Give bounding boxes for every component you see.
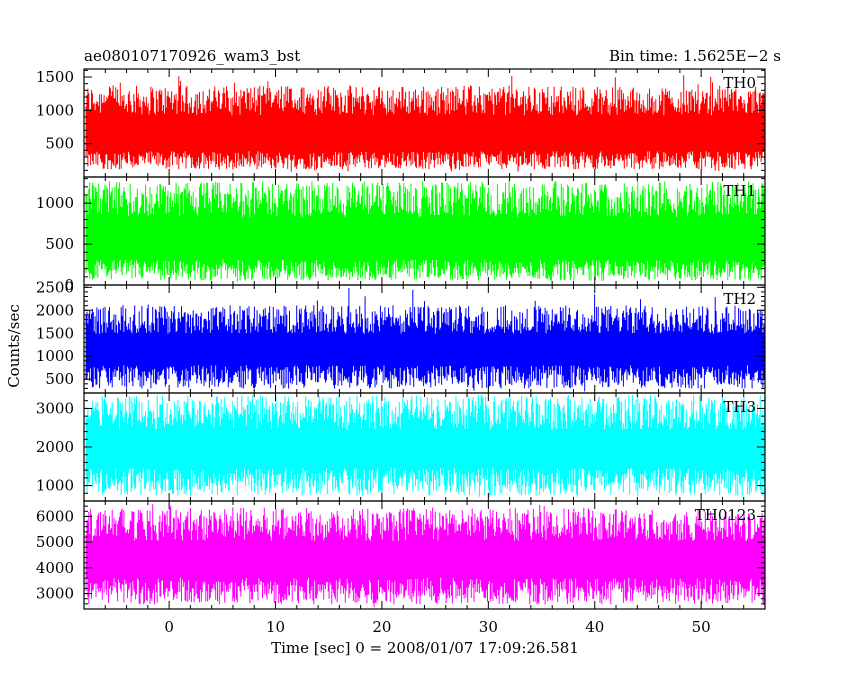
y-tick-label: 500 — [45, 235, 74, 253]
y-tick-label: 6000 — [36, 507, 74, 525]
y-tick-label: 3000 — [36, 399, 74, 417]
x-tick-label: 40 — [585, 618, 604, 636]
series-th1 — [85, 180, 766, 283]
series-th0 — [85, 75, 766, 172]
y-axis-label: Counts/sec — [5, 304, 23, 388]
y-tick-label: 1500 — [36, 324, 74, 342]
y-tick-label: 4000 — [36, 559, 74, 577]
y-tick-label: 500 — [45, 370, 74, 388]
figure-title: ae080107170926_wam3_bst — [84, 47, 300, 65]
y-tick-label: 1000 — [36, 194, 74, 212]
x-tick-label: 10 — [266, 618, 285, 636]
panel-label: TH3 — [723, 398, 756, 416]
series-th0123 — [85, 504, 766, 608]
y-tick-label: 1000 — [36, 101, 74, 119]
y-tick-label: 2500 — [36, 278, 74, 296]
panel-th0123: 3000 4000 5000 6000 TH0123 0 10 20 30 40 50 — [36, 500, 766, 636]
series-th2 — [85, 288, 766, 392]
x-tick-label: 30 — [479, 618, 498, 636]
series-th3 — [85, 395, 766, 498]
x-tick-label: 0 — [164, 618, 174, 636]
panel-th0: 500 1000 1500 TH0 — [36, 68, 766, 178]
y-tick-label: 2000 — [36, 301, 74, 319]
y-tick-label: 1000 — [36, 477, 74, 495]
y-tick-label: 0 — [64, 276, 74, 294]
panel-th3: 1000 2000 3000 TH3 — [36, 392, 766, 502]
panel-label: TH1 — [723, 182, 756, 200]
y-tick-label: 1500 — [36, 68, 74, 86]
panel-label: TH2 — [723, 290, 756, 308]
bin-time-label: Bin time: 1.5625E−2 s — [609, 47, 781, 65]
y-tick-label: 5000 — [36, 533, 74, 551]
x-tick-label: 50 — [692, 618, 711, 636]
panel-label: TH0123 — [695, 506, 756, 524]
y-tick-label: 3000 — [36, 585, 74, 603]
y-tick-label: 1000 — [36, 347, 74, 365]
y-tick-label: 2000 — [36, 438, 74, 456]
y-tick-label: 500 — [45, 135, 74, 153]
panel-label: TH0 — [723, 74, 756, 92]
panel-th2: 500 1000 1500 2000 2500 TH2 — [36, 278, 766, 394]
x-axis-label: Time [sec] 0 = 2008/01/07 17:09:26.581 — [271, 639, 579, 657]
x-tick-label: 20 — [372, 618, 391, 636]
panel-th1: 0 500 1000 TH1 — [36, 176, 766, 294]
